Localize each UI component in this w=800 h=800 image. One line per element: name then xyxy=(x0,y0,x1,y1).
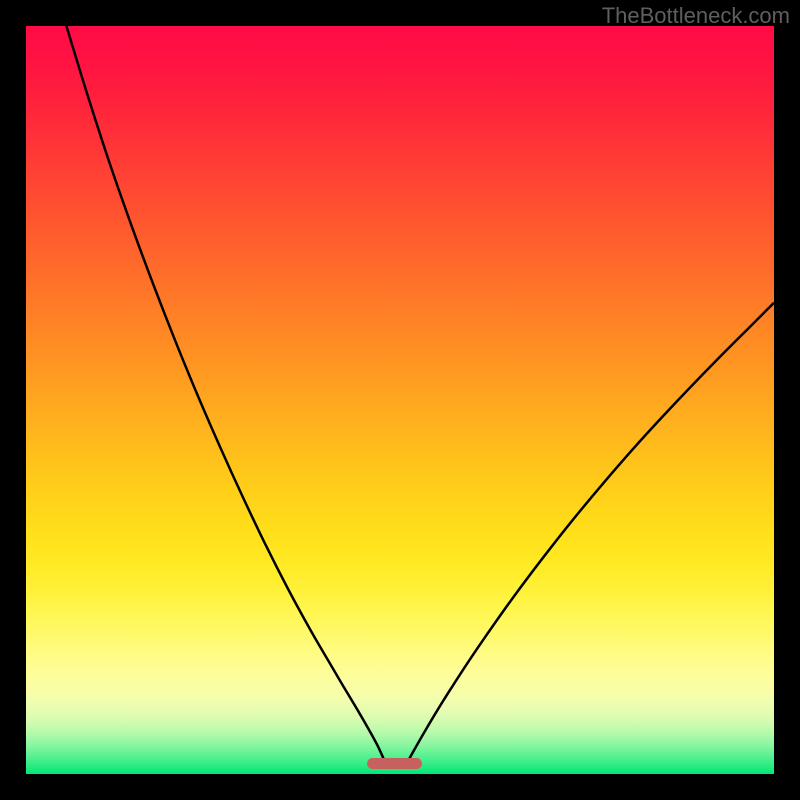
bottleneck-marker xyxy=(367,758,422,770)
watermark-text: TheBottleneck.com xyxy=(602,3,790,29)
chart-frame: TheBottleneck.com xyxy=(0,0,800,800)
background-gradient xyxy=(26,26,774,774)
plot-area xyxy=(26,26,774,774)
